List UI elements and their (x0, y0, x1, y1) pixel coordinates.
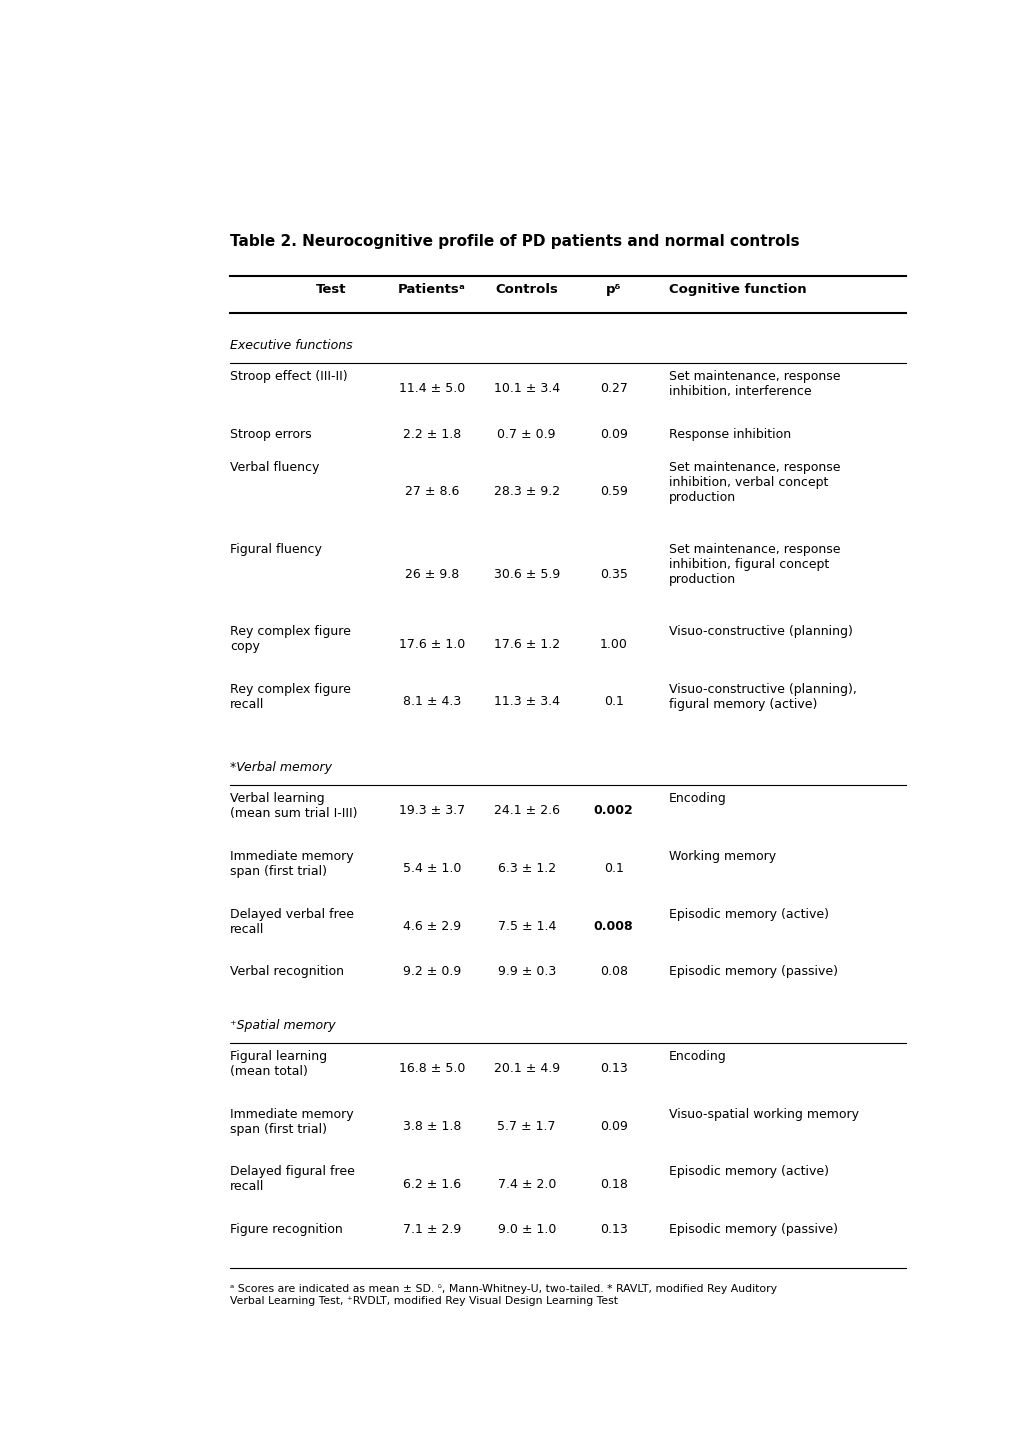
Text: Rey complex figure
copy: Rey complex figure copy (230, 625, 351, 654)
Text: 1.00: 1.00 (599, 638, 627, 651)
Text: 7.5 ± 1.4: 7.5 ± 1.4 (497, 919, 555, 932)
Text: 0.09: 0.09 (599, 1120, 627, 1133)
Text: 0.35: 0.35 (599, 567, 627, 580)
Text: 11.4 ± 5.0: 11.4 ± 5.0 (398, 382, 465, 395)
Text: 9.2 ± 0.9: 9.2 ± 0.9 (403, 965, 461, 978)
Text: Encoding: Encoding (668, 792, 726, 805)
Text: 24.1 ± 2.6: 24.1 ± 2.6 (493, 804, 559, 817)
Text: 0.1: 0.1 (603, 696, 623, 709)
Text: Working memory: Working memory (668, 850, 775, 863)
Text: Verbal learning
(mean sum trial I-III): Verbal learning (mean sum trial I-III) (230, 792, 358, 820)
Text: Executive functions: Executive functions (230, 339, 353, 352)
Text: 7.1 ± 2.9: 7.1 ± 2.9 (403, 1224, 461, 1237)
Text: *Verbal memory: *Verbal memory (230, 760, 332, 773)
Text: pᵟ: pᵟ (605, 283, 621, 296)
Text: 6.3 ± 1.2: 6.3 ± 1.2 (497, 861, 555, 874)
Text: 0.1: 0.1 (603, 861, 623, 874)
Text: 17.6 ± 1.2: 17.6 ± 1.2 (493, 638, 559, 651)
Text: Verbal recognition: Verbal recognition (230, 965, 344, 978)
Text: Stroop errors: Stroop errors (230, 427, 312, 440)
Text: Immediate memory
span (first trial): Immediate memory span (first trial) (230, 1108, 354, 1136)
Text: Controls: Controls (495, 283, 557, 296)
Text: Visuo-constructive (planning),
figural memory (active): Visuo-constructive (planning), figural m… (668, 683, 856, 711)
Text: Cognitive function: Cognitive function (668, 283, 806, 296)
Text: Immediate memory
span (first trial): Immediate memory span (first trial) (230, 850, 354, 877)
Text: Rey complex figure
recall: Rey complex figure recall (230, 683, 351, 711)
Text: Stroop effect (III-II): Stroop effect (III-II) (230, 369, 347, 382)
Text: 10.1 ± 3.4: 10.1 ± 3.4 (493, 382, 559, 395)
Text: 6.2 ± 1.6: 6.2 ± 1.6 (403, 1177, 461, 1190)
Text: 0.59: 0.59 (599, 485, 627, 498)
Text: Figural fluency: Figural fluency (230, 543, 322, 556)
Text: Set maintenance, response
inhibition, figural concept
production: Set maintenance, response inhibition, fi… (668, 543, 840, 586)
Text: Set maintenance, response
inhibition, interference: Set maintenance, response inhibition, in… (668, 369, 840, 398)
Text: Episodic memory (passive): Episodic memory (passive) (668, 965, 838, 978)
Text: 5.4 ± 1.0: 5.4 ± 1.0 (403, 861, 461, 874)
Text: 4.6 ± 2.9: 4.6 ± 2.9 (403, 919, 461, 932)
Text: 9.9 ± 0.3: 9.9 ± 0.3 (497, 965, 555, 978)
Text: 16.8 ± 5.0: 16.8 ± 5.0 (398, 1062, 465, 1075)
Text: 17.6 ± 1.0: 17.6 ± 1.0 (398, 638, 465, 651)
Text: 0.18: 0.18 (599, 1177, 627, 1190)
Text: 26 ± 9.8: 26 ± 9.8 (405, 567, 459, 580)
Text: 0.002: 0.002 (593, 804, 633, 817)
Text: 5.7 ± 1.7: 5.7 ± 1.7 (497, 1120, 555, 1133)
Text: Test: Test (316, 283, 346, 296)
Text: Visuo-constructive (planning): Visuo-constructive (planning) (668, 625, 852, 638)
Text: 28.3 ± 9.2: 28.3 ± 9.2 (493, 485, 559, 498)
Text: 3.8 ± 1.8: 3.8 ± 1.8 (403, 1120, 461, 1133)
Text: Set maintenance, response
inhibition, verbal concept
production: Set maintenance, response inhibition, ve… (668, 460, 840, 504)
Text: Patientsᵃ: Patientsᵃ (397, 283, 466, 296)
Text: Episodic memory (active): Episodic memory (active) (668, 1166, 828, 1179)
Text: Encoding: Encoding (668, 1051, 726, 1063)
Text: Figure recognition: Figure recognition (230, 1224, 342, 1237)
Text: 0.27: 0.27 (599, 382, 627, 395)
Text: 0.08: 0.08 (599, 965, 627, 978)
Text: 0.13: 0.13 (599, 1224, 627, 1237)
Text: Table 2. Neurocognitive profile of PD patients and normal controls: Table 2. Neurocognitive profile of PD pa… (230, 234, 799, 250)
Text: ⁺Spatial memory: ⁺Spatial memory (230, 1019, 335, 1032)
Text: Episodic memory (passive): Episodic memory (passive) (668, 1224, 838, 1237)
Text: Delayed figural free
recall: Delayed figural free recall (230, 1166, 355, 1193)
Text: Visuo-spatial working memory: Visuo-spatial working memory (668, 1108, 858, 1121)
Text: Episodic memory (active): Episodic memory (active) (668, 908, 828, 921)
Text: 19.3 ± 3.7: 19.3 ± 3.7 (398, 804, 465, 817)
Text: 27 ± 8.6: 27 ± 8.6 (405, 485, 459, 498)
Text: Verbal fluency: Verbal fluency (230, 460, 319, 473)
Text: 2.2 ± 1.8: 2.2 ± 1.8 (403, 427, 461, 440)
Text: ᵃ Scores are indicated as mean ± SD. ᵟ, Mann-Whitney-U, two-tailed. * RAVLT, mod: ᵃ Scores are indicated as mean ± SD. ᵟ, … (230, 1284, 776, 1306)
Text: 20.1 ± 4.9: 20.1 ± 4.9 (493, 1062, 559, 1075)
Text: 9.0 ± 1.0: 9.0 ± 1.0 (497, 1224, 555, 1237)
Text: 7.4 ± 2.0: 7.4 ± 2.0 (497, 1177, 555, 1190)
Text: 8.1 ± 4.3: 8.1 ± 4.3 (403, 696, 461, 709)
Text: 0.008: 0.008 (593, 919, 633, 932)
Text: Figural learning
(mean total): Figural learning (mean total) (230, 1051, 327, 1078)
Text: Delayed verbal free
recall: Delayed verbal free recall (230, 908, 354, 935)
Text: 0.13: 0.13 (599, 1062, 627, 1075)
Text: 11.3 ± 3.4: 11.3 ± 3.4 (493, 696, 559, 709)
Text: 30.6 ± 5.9: 30.6 ± 5.9 (493, 567, 559, 580)
Text: 0.7 ± 0.9: 0.7 ± 0.9 (497, 427, 555, 440)
Text: Response inhibition: Response inhibition (668, 427, 791, 440)
Text: 0.09: 0.09 (599, 427, 627, 440)
